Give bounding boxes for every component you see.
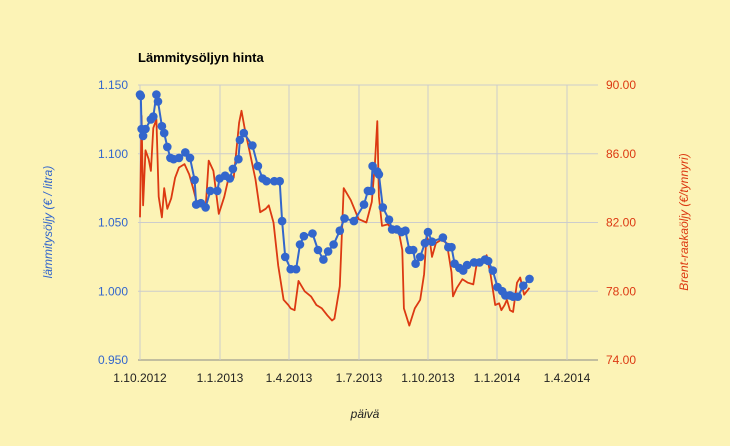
data-point [384, 215, 394, 224]
data-point [411, 259, 420, 269]
x-tick-label: 1.4.2013 [266, 371, 313, 385]
y-right-tick-label: 78.00 [606, 284, 636, 298]
x-axis-label: päivä [350, 407, 380, 421]
series-line-right [139, 109, 531, 327]
data-point [488, 266, 498, 275]
data-point [313, 245, 323, 255]
data-point [275, 176, 285, 186]
data-point [138, 131, 148, 141]
series-layer [135, 90, 534, 327]
data-point [228, 164, 238, 174]
data-point [423, 227, 433, 237]
data-point [253, 161, 263, 171]
data-point [359, 200, 369, 209]
data-point [185, 153, 195, 163]
data-point [319, 255, 328, 264]
data-point [525, 274, 534, 284]
data-point [277, 216, 287, 226]
data-point [149, 112, 158, 121]
data-point [513, 292, 523, 302]
data-point [225, 174, 235, 183]
data-point [335, 226, 345, 235]
data-point [308, 229, 317, 238]
data-point [438, 233, 448, 242]
y-axis-left-label: lämmitysöljy (€ / litra) [41, 166, 55, 279]
x-tick-label: 1.10.2012 [113, 371, 167, 385]
data-point [366, 186, 376, 196]
y-left-tick-label: 1.150 [98, 78, 128, 92]
x-tick-label: 1.1.2014 [474, 371, 521, 385]
data-point [141, 124, 150, 134]
data-point [299, 231, 309, 241]
data-point [427, 237, 437, 246]
y-left-tick-label: 1.000 [98, 284, 128, 298]
y-right-tick-label: 86.00 [606, 147, 636, 161]
data-point [235, 135, 245, 145]
tick-labels: 1.10.2012 1.1.2013 1.4.2013 1.7.2013 1.10.20… [98, 78, 636, 385]
data-point [206, 186, 215, 196]
data-point [136, 91, 146, 101]
data-point [340, 214, 349, 223]
data-point [415, 252, 425, 262]
data-point [447, 242, 456, 252]
data-point [295, 240, 305, 249]
data-point [234, 154, 243, 164]
data-point [248, 141, 257, 150]
data-point [163, 142, 172, 152]
y-left-tick-label: 0.950 [98, 353, 128, 367]
data-point [153, 97, 163, 106]
data-point [201, 203, 210, 212]
data-point [462, 260, 472, 270]
data-point [157, 121, 167, 131]
data-point [239, 128, 249, 138]
data-point [420, 238, 430, 248]
data-point [323, 247, 333, 256]
y-left-tick-label: 1.050 [98, 216, 128, 230]
x-tick-label: 1.10.2013 [401, 371, 455, 385]
y-right-tick-label: 74.00 [606, 353, 636, 367]
data-point [213, 186, 222, 196]
data-point [262, 176, 271, 186]
data-point [408, 245, 418, 255]
y-left-tick-label: 1.100 [98, 147, 128, 161]
y-axis-right-label: Brent-raakaöljy (€/tynnyri) [677, 153, 691, 290]
x-tick-label: 1.4.2014 [544, 371, 591, 385]
data-point [519, 281, 528, 291]
data-point [374, 170, 384, 179]
data-point [401, 226, 410, 235]
x-tick-label: 1.1.2013 [197, 371, 244, 385]
data-point [152, 90, 161, 99]
y-right-tick-label: 90.00 [606, 78, 636, 92]
y-right-tick-label: 82.00 [606, 216, 636, 230]
data-point [280, 252, 290, 262]
data-point [174, 153, 184, 163]
gridlines [138, 84, 598, 361]
data-point [190, 175, 199, 185]
data-point [159, 128, 169, 138]
data-point [329, 240, 338, 249]
chart-title: Lämmitysöljyn hinta [138, 50, 264, 65]
data-point [291, 264, 301, 274]
data-point [378, 203, 388, 212]
data-point [349, 216, 359, 226]
x-tick-label: 1.7.2013 [336, 371, 383, 385]
data-point [483, 256, 493, 266]
